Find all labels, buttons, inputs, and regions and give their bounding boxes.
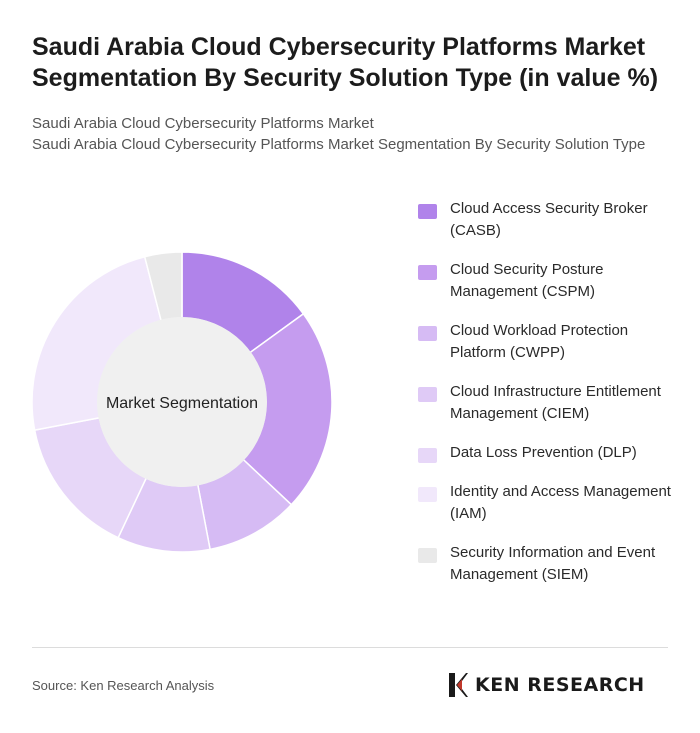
legend-swatch [418, 487, 437, 502]
subtitle-line-2: Saudi Arabia Cloud Cybersecurity Platfor… [32, 136, 646, 153]
legend-label: Cloud Workload Protection Platform (CWPP… [450, 322, 629, 361]
legend-label: Cloud Access Security Broker (CASB) [450, 200, 648, 239]
donut-slices [32, 252, 332, 552]
legend-swatch [418, 448, 437, 463]
legend-label: Security Information and Event Managemen… [450, 544, 656, 583]
center-label: Market Segmentation [106, 395, 258, 412]
legend-label: Cloud Infrastructure Entitlement Managem… [450, 383, 661, 422]
source-note: Source: Ken Research Analysis [32, 678, 215, 693]
legend-label: Cloud Security Posture Management (CSPM) [450, 261, 604, 300]
legend-label: Data Loss Prevention (DLP) [450, 444, 637, 461]
ken-research-logo: KEN RESEARCH [447, 671, 645, 699]
legend-item: Cloud Infrastructure Entitlement Managem… [418, 381, 688, 425]
legend-swatch [418, 265, 437, 280]
legend-label: Identity and Access Management (IAM) [450, 483, 671, 522]
chart-subtitle: Saudi Arabia Cloud Cybersecurity Platfor… [32, 113, 682, 155]
ken-research-logo-text: KEN RESEARCH [475, 674, 645, 696]
legend-swatch [418, 387, 437, 402]
legend-swatch [418, 204, 437, 219]
legend-item: Identity and Access Management (IAM) [418, 481, 688, 525]
subtitle-line-1: Saudi Arabia Cloud Cybersecurity Platfor… [32, 115, 374, 132]
donut-chart: Market Segmentation [32, 252, 332, 552]
donut-center [97, 317, 267, 487]
legend-item: Security Information and Event Managemen… [418, 542, 688, 586]
legend-swatch [418, 326, 437, 341]
ken-research-logo-icon [449, 673, 468, 697]
legend-item: Cloud Access Security Broker (CASB) [418, 198, 688, 242]
chart-title: Saudi Arabia Cloud Cybersecurity Platfor… [32, 33, 659, 92]
chart-legend: Cloud Access Security Broker (CASB) Cloud… [418, 198, 688, 603]
legend-item: Data Loss Prevention (DLP) [418, 442, 688, 464]
legend-swatch [418, 548, 437, 563]
legend-item: Cloud Security Posture Management (CSPM) [418, 259, 688, 303]
footer-divider [32, 647, 668, 648]
legend-item: Cloud Workload Protection Platform (CWPP… [418, 320, 688, 364]
